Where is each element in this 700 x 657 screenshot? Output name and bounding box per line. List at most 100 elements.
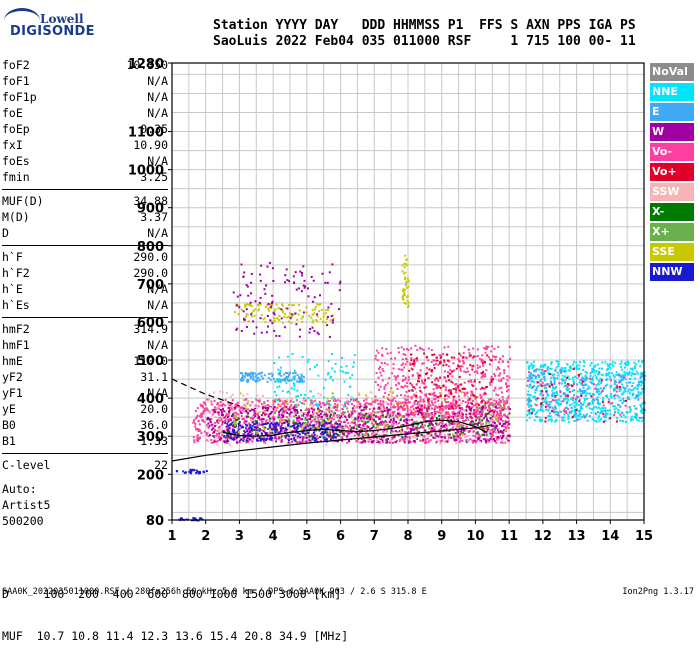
echo-point — [261, 432, 263, 434]
echo-point — [201, 412, 203, 414]
echo-point — [605, 379, 607, 381]
echo-point — [471, 391, 473, 393]
echo-point — [250, 282, 252, 284]
echo-point — [475, 404, 477, 406]
echo-point — [325, 309, 327, 311]
echo-point — [335, 409, 337, 411]
echo-point — [452, 375, 454, 377]
echo-point — [404, 289, 406, 291]
echo-point — [422, 417, 424, 419]
echo-point — [293, 439, 295, 441]
echo-point — [400, 414, 402, 416]
echo-point — [214, 406, 216, 408]
echo-point — [423, 383, 425, 385]
echo-point — [182, 470, 184, 472]
echo-point — [496, 411, 498, 413]
echo-point — [206, 424, 208, 426]
echo-point — [550, 377, 552, 379]
echo-point — [590, 375, 592, 377]
echo-point — [244, 403, 246, 405]
echo-point — [580, 408, 582, 410]
echo-point — [526, 414, 528, 416]
echo-point — [246, 440, 248, 442]
echo-point — [592, 393, 594, 395]
echo-point — [465, 401, 467, 403]
echo-point — [544, 399, 546, 401]
echo-point — [463, 425, 465, 427]
echo-point — [499, 423, 501, 425]
echo-point — [541, 419, 543, 421]
echo-point — [261, 404, 263, 406]
echo-point — [436, 411, 438, 413]
echo-point — [447, 346, 449, 348]
echo-point — [229, 444, 231, 446]
echo-point — [226, 392, 228, 394]
echo-point — [272, 374, 274, 376]
echo-point — [434, 395, 436, 397]
echo-point — [274, 408, 276, 410]
echo-point — [384, 362, 386, 364]
echo-point — [263, 430, 265, 432]
echo-point — [419, 400, 421, 402]
echo-point — [431, 422, 433, 424]
echo-point — [599, 420, 601, 422]
echo-point — [563, 420, 565, 422]
echo-point — [608, 399, 610, 401]
echo-point — [528, 368, 530, 370]
echo-point — [408, 280, 410, 282]
echo-point — [439, 395, 441, 397]
echo-point — [419, 440, 421, 442]
echo-point — [507, 435, 509, 437]
echo-point — [250, 373, 252, 375]
echo-point — [353, 405, 355, 407]
echo-point — [328, 433, 330, 435]
echo-point — [339, 426, 341, 428]
echo-point — [234, 404, 236, 406]
echo-point — [384, 423, 386, 425]
echo-point — [377, 411, 379, 413]
echo-point — [450, 422, 452, 424]
echo-point — [284, 313, 286, 315]
echo-point — [298, 287, 300, 289]
echo-point — [296, 289, 298, 291]
echo-point — [449, 369, 451, 371]
echo-point — [306, 312, 308, 314]
echo-point — [431, 381, 433, 383]
echo-point — [219, 391, 221, 393]
echo-point — [448, 396, 450, 398]
echo-point — [455, 391, 457, 393]
echo-point — [424, 405, 426, 407]
echo-point — [263, 401, 265, 403]
echo-point — [246, 437, 248, 439]
echo-point — [307, 361, 309, 363]
echo-point — [463, 352, 465, 354]
echo-point — [540, 406, 542, 408]
echo-point — [398, 422, 400, 424]
echo-point — [420, 426, 422, 428]
echo-point — [486, 354, 488, 356]
echo-point — [216, 407, 218, 409]
echo-point — [404, 401, 406, 403]
echo-point — [431, 349, 433, 351]
echo-point — [629, 408, 631, 410]
echo-point — [496, 417, 498, 419]
echo-point — [318, 414, 320, 416]
echo-point — [459, 389, 461, 391]
echo-point — [455, 387, 457, 389]
echo-point — [176, 470, 178, 472]
echo-point — [210, 402, 212, 404]
echo-point — [217, 402, 219, 404]
echo-point — [337, 399, 339, 401]
echo-point — [413, 429, 415, 431]
echo-point — [445, 364, 447, 366]
echo-point — [304, 394, 306, 396]
echo-point — [280, 367, 282, 369]
echo-point — [421, 423, 423, 425]
echo-point — [335, 431, 337, 433]
echo-point — [365, 394, 367, 396]
echo-point — [453, 388, 455, 390]
echo-point — [530, 408, 532, 410]
echo-point — [639, 365, 641, 367]
echo-point — [455, 442, 457, 444]
echo-point — [368, 415, 370, 417]
